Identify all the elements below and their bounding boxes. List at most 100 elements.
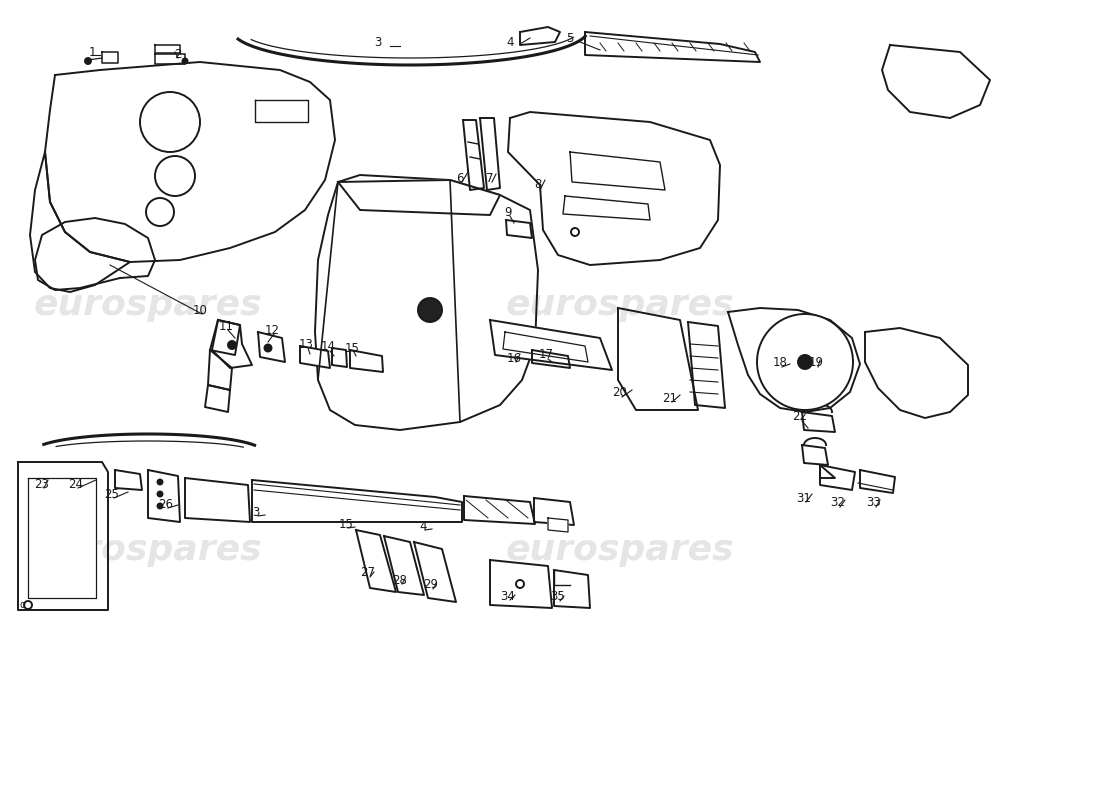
Polygon shape [35, 218, 155, 290]
Polygon shape [205, 385, 230, 412]
Polygon shape [30, 152, 130, 292]
Text: 8: 8 [535, 178, 541, 191]
Text: 15: 15 [344, 342, 360, 354]
Text: 32: 32 [830, 497, 846, 510]
Text: 25: 25 [104, 487, 120, 501]
Polygon shape [148, 470, 180, 522]
Circle shape [157, 503, 163, 509]
Text: 27: 27 [361, 566, 375, 579]
Text: 15: 15 [339, 518, 353, 530]
Polygon shape [356, 530, 396, 592]
Polygon shape [252, 480, 462, 522]
Text: 21: 21 [662, 391, 678, 405]
Circle shape [24, 601, 32, 609]
Polygon shape [155, 45, 180, 53]
Text: 4: 4 [506, 35, 514, 49]
Polygon shape [563, 196, 650, 220]
Circle shape [571, 228, 579, 236]
Text: 34: 34 [500, 590, 516, 602]
Polygon shape [503, 332, 588, 362]
Polygon shape [464, 496, 535, 524]
Circle shape [418, 298, 442, 322]
Circle shape [157, 479, 163, 485]
Circle shape [264, 345, 272, 351]
Text: 19: 19 [808, 357, 824, 370]
Polygon shape [18, 462, 108, 610]
Polygon shape [45, 62, 336, 262]
Polygon shape [865, 328, 968, 418]
Circle shape [85, 58, 91, 64]
Polygon shape [350, 350, 383, 372]
Text: o: o [19, 600, 25, 610]
Polygon shape [480, 118, 501, 190]
Text: eurospares: eurospares [34, 288, 262, 322]
Text: 10: 10 [192, 303, 208, 317]
Polygon shape [28, 478, 96, 598]
Polygon shape [384, 536, 424, 595]
Polygon shape [490, 560, 552, 608]
Text: 5: 5 [566, 31, 574, 45]
Polygon shape [315, 175, 538, 430]
Polygon shape [155, 54, 185, 64]
Polygon shape [728, 308, 860, 412]
Text: 29: 29 [424, 578, 439, 591]
Polygon shape [688, 322, 725, 408]
Circle shape [798, 355, 812, 369]
Polygon shape [490, 320, 612, 370]
Text: eurospares: eurospares [506, 533, 735, 567]
Text: 4: 4 [419, 519, 427, 533]
Circle shape [757, 314, 852, 410]
Text: 33: 33 [867, 497, 881, 510]
Polygon shape [860, 470, 895, 493]
Polygon shape [208, 350, 232, 390]
Text: 22: 22 [792, 410, 807, 423]
Polygon shape [820, 465, 855, 490]
Text: 14: 14 [320, 341, 336, 354]
Circle shape [155, 156, 195, 196]
Circle shape [140, 92, 200, 152]
Polygon shape [300, 346, 330, 368]
Text: 20: 20 [613, 386, 627, 399]
Polygon shape [255, 100, 308, 122]
Text: 11: 11 [219, 319, 233, 333]
Text: 28: 28 [393, 574, 407, 586]
Polygon shape [212, 320, 252, 368]
Text: 7: 7 [486, 171, 494, 185]
Polygon shape [116, 470, 142, 490]
Text: 16: 16 [506, 351, 521, 365]
Text: 31: 31 [796, 491, 812, 505]
Text: 12: 12 [264, 323, 279, 337]
Text: 17: 17 [539, 349, 553, 362]
Polygon shape [258, 332, 285, 362]
Polygon shape [463, 120, 484, 190]
Polygon shape [882, 45, 990, 118]
Polygon shape [508, 112, 720, 265]
Polygon shape [532, 350, 570, 368]
Circle shape [228, 341, 236, 349]
Polygon shape [554, 570, 590, 608]
Text: 3: 3 [252, 506, 260, 518]
Polygon shape [802, 412, 835, 432]
Circle shape [157, 491, 163, 497]
Polygon shape [585, 32, 760, 62]
Polygon shape [338, 180, 500, 215]
Polygon shape [210, 320, 240, 355]
Text: 2: 2 [174, 49, 182, 62]
Polygon shape [506, 220, 532, 238]
Text: 9: 9 [504, 206, 512, 218]
Polygon shape [414, 542, 456, 602]
Circle shape [146, 198, 174, 226]
Circle shape [516, 580, 524, 588]
Text: 1: 1 [88, 46, 96, 58]
Text: 6: 6 [456, 171, 464, 185]
Text: 24: 24 [68, 478, 84, 490]
Polygon shape [102, 52, 118, 63]
Text: 23: 23 [34, 478, 50, 490]
Polygon shape [332, 348, 346, 367]
Circle shape [183, 58, 187, 63]
Text: eurospares: eurospares [506, 288, 735, 322]
Text: 3: 3 [374, 37, 382, 50]
Text: 35: 35 [551, 590, 565, 603]
Text: 26: 26 [158, 498, 174, 510]
Polygon shape [802, 445, 828, 465]
